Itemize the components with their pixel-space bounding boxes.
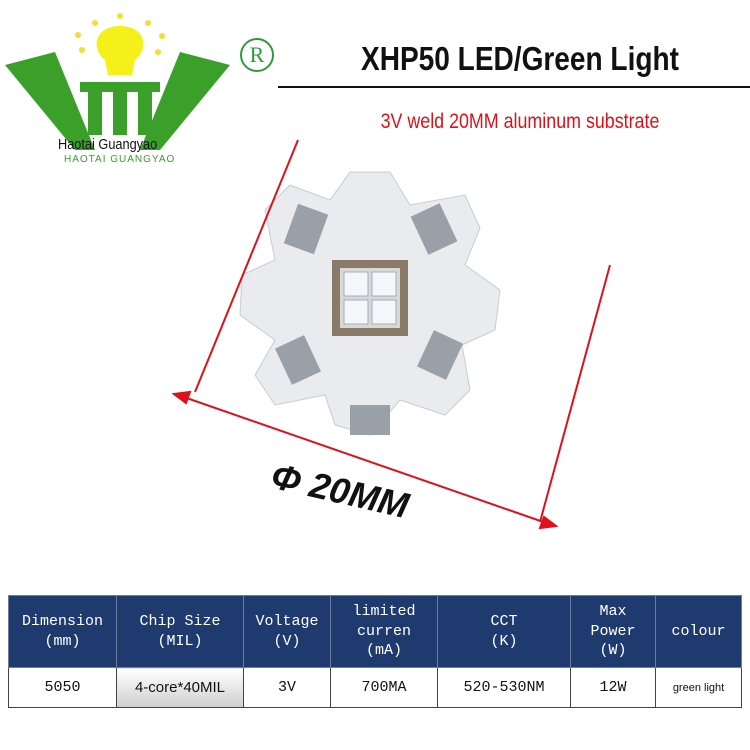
value-chip-size: 4-core*40MIL: [116, 667, 244, 708]
header-chip-size: Chip Size (MIL): [116, 595, 244, 668]
brand-logo: [5, 13, 230, 150]
header-dimension: Dimension (mm): [8, 595, 117, 668]
header-current: limited curren (mA): [330, 595, 438, 668]
value-cct: 520-530NM: [437, 667, 571, 708]
value-max-power: 12W: [570, 667, 656, 708]
title-divider: [278, 86, 750, 88]
subtitle: 3V weld 20MM aluminum substrate: [380, 110, 660, 133]
solder-pads: [275, 203, 463, 435]
header-voltage: Voltage (V): [243, 595, 331, 668]
value-dimension: 5050: [8, 667, 117, 708]
spec-value-row: 5050 4-core*40MIL 3V 700MA 520-530NM 12W…: [8, 667, 742, 708]
led-board-diagram: [171, 139, 611, 530]
logo-left-arm: [5, 52, 95, 150]
arrow-head-right-icon: [538, 515, 559, 530]
dimension-arrows: [171, 139, 611, 530]
value-voltage: 3V: [243, 667, 331, 708]
logo-right-arm: [140, 52, 230, 150]
header-cct: CCT (K): [437, 595, 571, 668]
value-current: 700MA: [330, 667, 438, 708]
value-colour: green light: [655, 667, 742, 708]
registered-mark: R: [240, 38, 274, 72]
brand-name: Haotai Guangyao: [58, 136, 158, 153]
header-max-power: Max Power (W): [570, 595, 656, 668]
bulb-icon: [96, 26, 144, 75]
arrow-head-left-icon: [171, 390, 192, 405]
spec-table: Dimension (mm) Chip Size (MIL) Voltage (V) …: [8, 595, 742, 708]
header-colour: colour: [655, 595, 742, 668]
stars-icon: [75, 13, 165, 55]
spec-header-row: Dimension (mm) Chip Size (MIL) Voltage (V) …: [8, 595, 742, 668]
brand-name-caps: HAOTAI GUANGYAO: [64, 154, 176, 165]
led-chips: [343, 271, 397, 325]
page-title: XHP50 LED/Green Light: [361, 40, 679, 77]
